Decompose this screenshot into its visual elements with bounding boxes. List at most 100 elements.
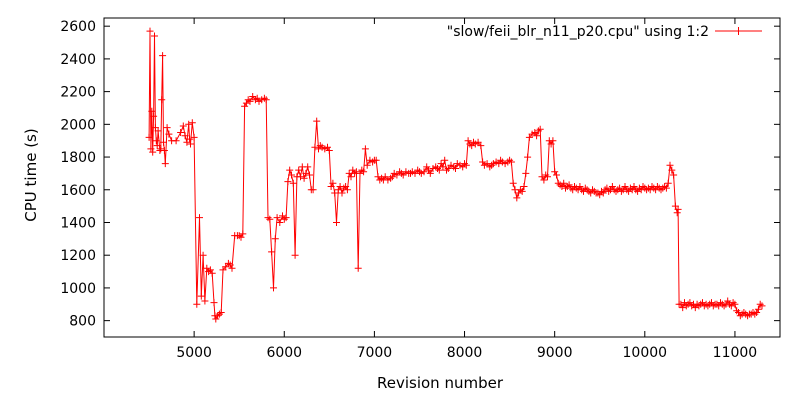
data-point-marker xyxy=(423,163,431,171)
data-point-marker xyxy=(596,191,604,199)
y-tick-label: 1800 xyxy=(60,150,96,166)
data-point-marker xyxy=(316,142,324,150)
data-point-marker xyxy=(603,184,611,192)
data-point-marker xyxy=(181,132,189,140)
data-point-marker xyxy=(338,189,346,197)
data-point-marker xyxy=(688,302,696,310)
data-point-marker xyxy=(753,309,761,316)
data-point-marker xyxy=(378,174,386,182)
data-point-marker xyxy=(228,264,236,272)
y-tick-label: 1000 xyxy=(60,281,96,297)
data-point-marker xyxy=(349,166,357,174)
data-point-marker xyxy=(262,96,270,104)
x-tick-label: 9000 xyxy=(537,345,573,361)
data-point-marker xyxy=(208,269,216,277)
plot-border xyxy=(103,17,781,338)
data-point-marker xyxy=(273,214,281,222)
data-point-marker xyxy=(374,173,382,181)
x-tick-label: 11000 xyxy=(713,345,758,361)
data-point-marker xyxy=(662,184,670,192)
data-point-marker xyxy=(426,169,434,177)
data-point-marker xyxy=(522,169,530,177)
data-point-marker xyxy=(486,163,494,171)
data-point-marker xyxy=(488,161,496,169)
data-point-marker xyxy=(461,160,468,168)
data-point-marker xyxy=(157,145,165,153)
data-point-marker xyxy=(736,312,744,320)
data-point-marker xyxy=(724,297,732,305)
data-point-marker xyxy=(531,129,539,136)
data-point-marker xyxy=(331,189,339,197)
data-point-marker xyxy=(363,161,371,169)
data-point-marker xyxy=(506,156,514,164)
data-point-marker xyxy=(282,214,290,222)
y-tick-label: 2200 xyxy=(60,85,96,101)
data-point-marker xyxy=(188,119,196,127)
data-point-marker xyxy=(286,166,294,174)
data-point-marker xyxy=(674,205,682,213)
data-point-marker xyxy=(515,189,523,197)
data-point-marker xyxy=(352,168,360,176)
data-point-marker xyxy=(161,160,169,168)
data-point-marker xyxy=(717,299,724,307)
data-point-marker xyxy=(464,137,472,145)
data-point-marker xyxy=(699,299,706,307)
data-point-marker xyxy=(300,174,308,182)
data-point-marker xyxy=(284,178,292,186)
data-point-marker xyxy=(159,52,167,60)
data-point-marker xyxy=(664,179,672,187)
data-point-marker xyxy=(358,166,366,174)
x-tick-label: 8000 xyxy=(447,345,483,361)
data-point-marker xyxy=(657,186,665,194)
data-point-marker xyxy=(576,183,584,190)
data-point-marker xyxy=(452,165,459,172)
data-point-marker xyxy=(425,166,432,174)
y-tick-label: 800 xyxy=(69,314,96,330)
data-point-marker xyxy=(251,96,259,104)
data-point-marker xyxy=(540,176,548,184)
data-point-marker xyxy=(147,145,155,153)
plot-area xyxy=(145,27,766,323)
data-point-marker xyxy=(536,125,544,133)
data-point-marker xyxy=(542,171,550,179)
data-point-marker xyxy=(329,179,337,187)
data-point-marker xyxy=(518,187,526,195)
data-point-marker xyxy=(653,183,661,190)
data-point-marker xyxy=(450,163,458,171)
data-point-marker xyxy=(414,166,422,174)
data-point-marker xyxy=(203,264,211,272)
data-point-marker xyxy=(590,187,598,195)
data-point-marker xyxy=(268,248,276,256)
data-point-marker xyxy=(556,181,564,189)
data-point-marker xyxy=(751,310,759,318)
data-point-marker xyxy=(670,171,678,179)
data-point-marker xyxy=(165,130,173,138)
data-point-marker xyxy=(289,179,297,187)
data-point-marker xyxy=(266,215,274,223)
data-point-marker xyxy=(677,300,685,308)
data-point-marker xyxy=(589,186,596,194)
data-point-marker xyxy=(186,135,194,143)
data-point-marker xyxy=(253,94,261,102)
data-point-marker xyxy=(533,132,541,140)
data-point-marker xyxy=(148,107,156,115)
data-point-marker xyxy=(187,140,194,148)
x-tick-label: 6000 xyxy=(266,345,302,361)
data-point-marker xyxy=(235,232,243,240)
data-point-marker xyxy=(158,96,166,104)
data-point-marker xyxy=(149,148,157,156)
data-point-marker xyxy=(334,186,342,194)
data-point-marker xyxy=(462,161,470,169)
data-point-marker xyxy=(160,147,168,154)
data-point-marker xyxy=(497,156,505,164)
y-tick-label: 1600 xyxy=(60,183,96,199)
data-point-marker xyxy=(343,186,351,194)
data-point-marker xyxy=(372,156,380,164)
data-point-marker xyxy=(172,137,180,145)
data-point-marker xyxy=(304,163,312,171)
data-point-marker xyxy=(551,168,559,176)
y-tick-label: 2600 xyxy=(60,19,96,35)
data-point-marker xyxy=(163,124,171,132)
data-point-marker xyxy=(361,145,369,153)
